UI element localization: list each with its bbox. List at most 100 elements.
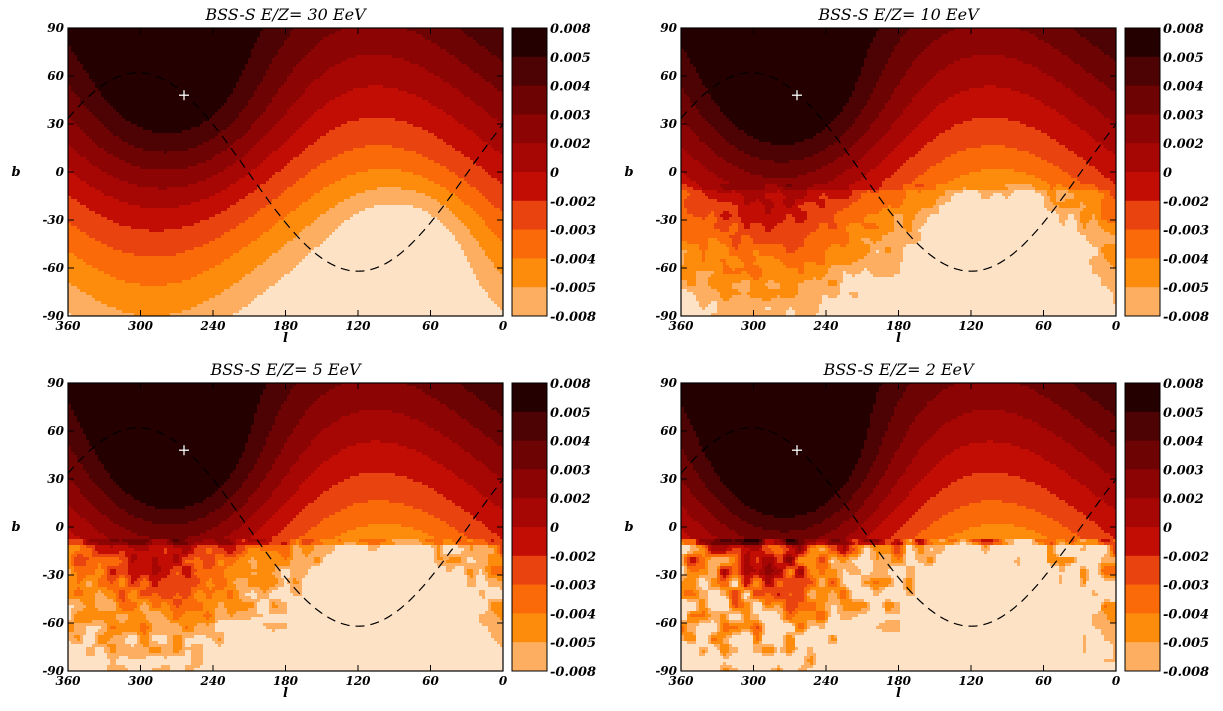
heatmap-cell [125, 43, 129, 47]
heatmap-cell [167, 37, 171, 41]
heatmap-cell [473, 37, 477, 41]
heatmap-cell [371, 31, 375, 35]
heatmap-cell [338, 40, 342, 44]
heatmap-cell [185, 37, 189, 41]
heatmap-cell [218, 40, 222, 44]
heatmap-cell [140, 40, 144, 44]
heatmap-cell [341, 37, 345, 41]
heatmap-cell [218, 34, 222, 38]
heatmap-cell [113, 40, 117, 44]
heatmap-cell [347, 37, 351, 41]
heatmap-cell [107, 40, 111, 44]
heatmap-cell [167, 43, 171, 47]
heatmap-cell [176, 31, 180, 35]
heatmap-cell [479, 34, 483, 38]
heatmap-cell [107, 31, 111, 35]
heatmap-cell [131, 40, 135, 44]
heatmap-cell [209, 43, 213, 47]
heatmap-cell [125, 40, 129, 44]
heatmap-cell [245, 43, 249, 47]
heatmap-cell [98, 34, 102, 38]
heatmap-cell [335, 34, 339, 38]
heatmap-cell [119, 40, 123, 44]
heatmap-cell [119, 43, 123, 47]
heatmap-cell [176, 37, 180, 41]
heatmap-cell [149, 34, 153, 38]
heatmap-cell [182, 37, 186, 41]
heatmap-cell [320, 37, 324, 41]
heatmap-cell [371, 34, 375, 38]
heatmap-cell [176, 40, 180, 44]
heatmap-cell [266, 40, 270, 44]
heatmap-cell [218, 43, 222, 47]
heatmap-cell [416, 31, 420, 35]
heatmap-cell [98, 43, 102, 47]
heatmap-cell [287, 34, 291, 38]
heatmap-cell [296, 31, 300, 35]
heatmap-cell [203, 43, 207, 47]
heatmap-cell [113, 31, 117, 35]
heatmap-cell [305, 40, 309, 44]
heatmap-cell [431, 34, 435, 38]
heatmap-cell [104, 37, 108, 41]
heatmap-cell [221, 40, 225, 44]
heatmap-cell [119, 37, 123, 41]
heatmap-cell [71, 34, 75, 38]
heatmap-cell [293, 43, 297, 47]
heatmap-cell [248, 43, 252, 47]
heatmap-cell [71, 37, 75, 41]
heatmap-cell [215, 34, 219, 38]
heatmap-cell [317, 37, 321, 41]
heatmap-cell [389, 31, 393, 35]
heatmap-cell [377, 34, 381, 38]
heatmap-cell [281, 43, 285, 47]
heatmap-cell [494, 40, 498, 44]
heatmap-cell [476, 34, 480, 38]
heatmap-cell [329, 34, 333, 38]
heatmap-cell [491, 37, 495, 41]
heatmap-cell [473, 40, 477, 44]
heatmap-cell [431, 31, 435, 35]
heatmap-cell [104, 43, 108, 47]
heatmap-cell [287, 31, 291, 35]
heatmap-cell [200, 40, 204, 44]
heatmap-cell [206, 34, 210, 38]
heatmap-cell [209, 31, 213, 35]
heatmap-cell [290, 40, 294, 44]
heatmap-cell [377, 37, 381, 41]
heatmap-cell [266, 34, 270, 38]
heatmap-cell [149, 40, 153, 44]
heatmap-cell [137, 34, 141, 38]
heatmap-cell [191, 37, 195, 41]
heatmap-cell [461, 34, 465, 38]
heatmap-cell [263, 37, 267, 41]
heatmap-cell [89, 31, 93, 35]
heatmap-cell [101, 43, 105, 47]
heatmap-cell [194, 43, 198, 47]
heatmap-cell [497, 34, 501, 38]
heatmap-cell [71, 40, 75, 44]
heatmap-cell [110, 34, 114, 38]
heatmap-cell [419, 40, 423, 44]
heatmap-cell [251, 40, 255, 44]
heatmap-cell [407, 40, 411, 44]
heatmap-cell [89, 40, 93, 44]
heatmap-cell [383, 31, 387, 35]
heatmap-cell [275, 40, 279, 44]
heatmap-cell [332, 34, 336, 38]
heatmap-cell [194, 40, 198, 44]
heatmap-cell [215, 31, 219, 35]
heatmap-cell [92, 34, 96, 38]
heatmap-cell [425, 34, 429, 38]
heatmap-cell [299, 34, 303, 38]
heatmap-cell [149, 31, 153, 35]
heatmap-cell [344, 37, 348, 41]
heatmap-cell [278, 40, 282, 44]
heatmap-cell [482, 31, 486, 35]
heatmap-cell [203, 31, 207, 35]
heatmap-cell [446, 34, 450, 38]
heatmap-cell [386, 31, 390, 35]
heatmap-cell [407, 31, 411, 35]
heatmap-cell [419, 31, 423, 35]
heatmap-cell [365, 37, 369, 41]
